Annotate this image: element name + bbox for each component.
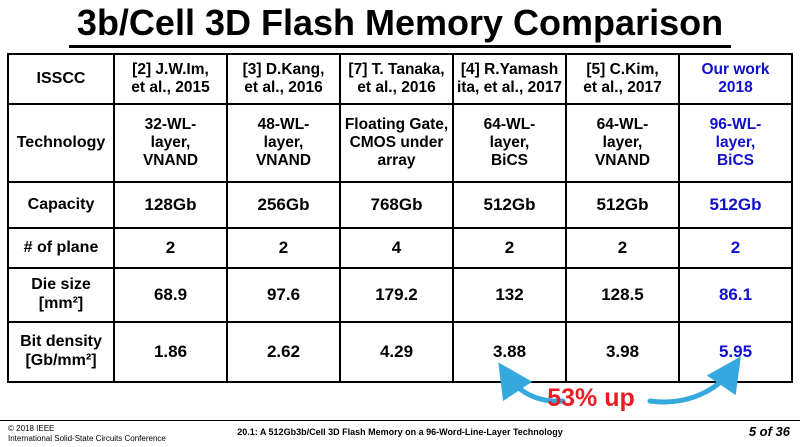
table-cell: 132 bbox=[452, 267, 567, 323]
table-cell: 2 bbox=[565, 227, 680, 269]
comparison-table: ISSCC [2] J.W.Im, et al., 2015 [3] D.Kan… bbox=[7, 53, 793, 383]
table-cell: 128Gb bbox=[113, 181, 228, 229]
table-cell-our-work: 86.1 bbox=[678, 267, 793, 323]
table-cell: [4] R.Yamash ita, et al., 2017 bbox=[452, 53, 567, 105]
footer: © 2018 IEEE International Solid-State Ci… bbox=[0, 420, 800, 447]
table-cell: 2 bbox=[452, 227, 567, 269]
table-row-capacity: Capacity 128Gb 256Gb 768Gb 512Gb 512Gb 5… bbox=[7, 181, 793, 229]
table-cell-our-work: 512Gb bbox=[678, 181, 793, 229]
row-header-bit-density: Bit density [Gb/mm²] bbox=[7, 321, 115, 383]
table-cell: [2] J.W.Im, et al., 2015 bbox=[113, 53, 228, 105]
table-cell-our-work: 96-WL- layer, BiCS bbox=[678, 103, 793, 183]
table-cell: 512Gb bbox=[452, 181, 567, 229]
footer-page-number: 5 of 36 bbox=[748, 424, 790, 439]
row-header-die-size: Die size [mm²] bbox=[7, 267, 115, 323]
table-row-die-size: Die size [mm²] 68.9 97.6 179.2 132 128.5… bbox=[7, 267, 793, 323]
row-header-technology: Technology bbox=[7, 103, 115, 183]
footer-conference-line: International Solid-State Circuits Confe… bbox=[8, 434, 166, 443]
row-header-capacity: Capacity bbox=[7, 181, 115, 229]
row-header-isscc: ISSCC bbox=[7, 53, 115, 105]
table-cell: 2 bbox=[226, 227, 341, 269]
row-header-planes: # of plane bbox=[7, 227, 115, 269]
table-cell: 128.5 bbox=[565, 267, 680, 323]
table-cell: [5] C.Kim, et al., 2017 bbox=[565, 53, 680, 105]
table-cell: 768Gb bbox=[339, 181, 454, 229]
table-cell: 3.98 bbox=[565, 321, 680, 383]
table-cell-our-work: 2 bbox=[678, 227, 793, 269]
table-cell: 1.86 bbox=[113, 321, 228, 383]
table-cell-our-work: Our work 2018 bbox=[678, 53, 793, 105]
table-cell: 48-WL- layer, VNAND bbox=[226, 103, 341, 183]
table-cell: 179.2 bbox=[339, 267, 454, 323]
table-row-isscc: ISSCC [2] J.W.Im, et al., 2015 [3] D.Kan… bbox=[7, 53, 793, 105]
table-cell: [7] T. Tanaka, et al., 2016 bbox=[339, 53, 454, 105]
table-cell: 4 bbox=[339, 227, 454, 269]
table-cell: 3.88 bbox=[452, 321, 567, 383]
table-cell: 2 bbox=[113, 227, 228, 269]
table-row-planes: # of plane 2 2 4 2 2 2 bbox=[7, 227, 793, 269]
annotation-53-percent: 53% up bbox=[547, 384, 635, 412]
table-cell: 256Gb bbox=[226, 181, 341, 229]
table-cell: 4.29 bbox=[339, 321, 454, 383]
table-row-technology: Technology 32-WL- layer, VNAND 48-WL- la… bbox=[7, 103, 793, 183]
table-cell: 64-WL- layer, BiCS bbox=[452, 103, 567, 183]
page-title: 3b/Cell 3D Flash Memory Comparison bbox=[0, 2, 800, 48]
table-cell: 32-WL- layer, VNAND bbox=[113, 103, 228, 183]
table-cell: [3] D.Kang, et al., 2016 bbox=[226, 53, 341, 105]
table-row-bit-density: Bit density [Gb/mm²] 1.86 2.62 4.29 3.88… bbox=[7, 321, 793, 383]
table-cell: 64-WL- layer, VNAND bbox=[565, 103, 680, 183]
table-cell-our-work: 5.95 bbox=[678, 321, 793, 383]
table-cell: 68.9 bbox=[113, 267, 228, 323]
table-cell: 2.62 bbox=[226, 321, 341, 383]
footer-copyright: © 2018 IEEE International Solid-State Ci… bbox=[8, 424, 166, 444]
table-cell: 97.6 bbox=[226, 267, 341, 323]
table-cell: Floating Gate, CMOS under array bbox=[339, 103, 454, 183]
table-cell: 512Gb bbox=[565, 181, 680, 229]
footer-paper-title: 20.1: A 512Gb3b/Cell 3D Flash Memory on … bbox=[237, 427, 563, 437]
page-title-text: 3b/Cell 3D Flash Memory Comparison bbox=[68, 2, 732, 48]
footer-copyright-line: © 2018 IEEE bbox=[8, 424, 55, 433]
